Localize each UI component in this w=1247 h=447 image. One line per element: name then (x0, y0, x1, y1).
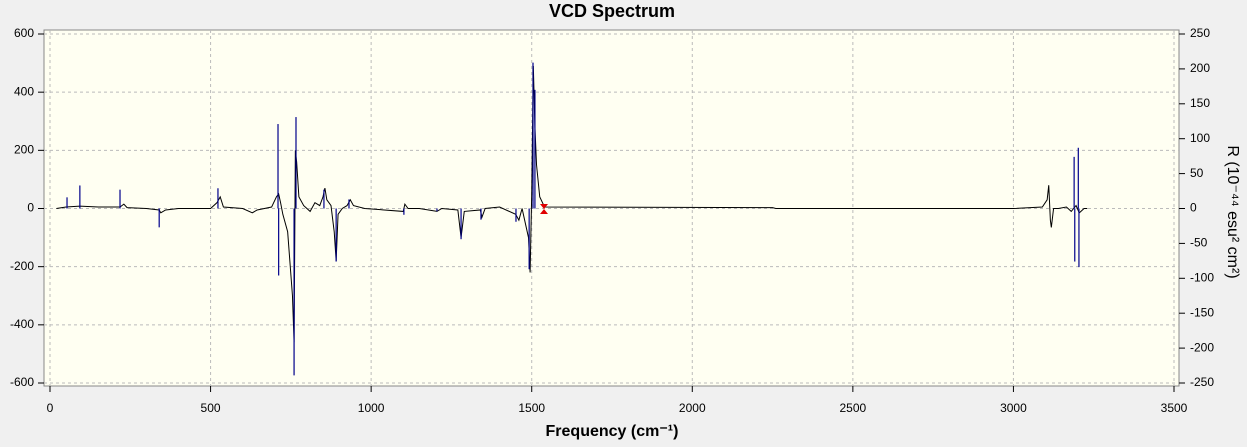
y-tick-label: -400 (10, 317, 34, 331)
x-tick-label: 500 (201, 401, 221, 415)
y-tick-label: -600 (10, 375, 34, 389)
y-tick-label: -200 (10, 259, 34, 273)
y-tick-label: 200 (14, 143, 34, 157)
y2-tick-label: 150 (1190, 96, 1210, 110)
plot: 0 500 1000 1500 2000 2500 3000 3500-600-400-200… (10, 26, 1214, 415)
y-tick-label: 400 (14, 84, 34, 98)
x-tick-label: 1000 (358, 401, 385, 415)
x-tick-label: 1500 (518, 401, 545, 415)
y-tick-label: 600 (14, 26, 34, 40)
y2-axis-label: R (10⁻⁴⁴ esu² cm²) (1224, 145, 1241, 278)
x-tick-label: 3000 (1000, 401, 1027, 415)
y2-tick-label: -50 (1190, 236, 1208, 250)
x-tick-label: 0 (47, 401, 54, 415)
y2-tick-label: 0 (1190, 201, 1197, 215)
chart-title: VCD Spectrum (549, 1, 675, 21)
y-tick-label: 0 (27, 201, 34, 215)
y2-tick-label: -200 (1190, 340, 1214, 354)
y2-tick-label: 100 (1190, 131, 1210, 145)
y2-tick-label: -100 (1190, 270, 1214, 284)
y2-tick-label: -150 (1190, 305, 1214, 319)
y2-tick-label: 250 (1190, 26, 1210, 40)
x-tick-label: 3500 (1161, 401, 1188, 415)
cursor-marker (540, 204, 548, 214)
y2-tick-label: 200 (1190, 61, 1210, 75)
y2-tick-label: 50 (1190, 166, 1204, 180)
y2-tick-label: -250 (1190, 375, 1214, 389)
x-tick-label: 2500 (840, 401, 867, 415)
x-tick-label: 2000 (679, 401, 706, 415)
x-axis-label: Frequency (cm⁻¹) (546, 423, 679, 440)
